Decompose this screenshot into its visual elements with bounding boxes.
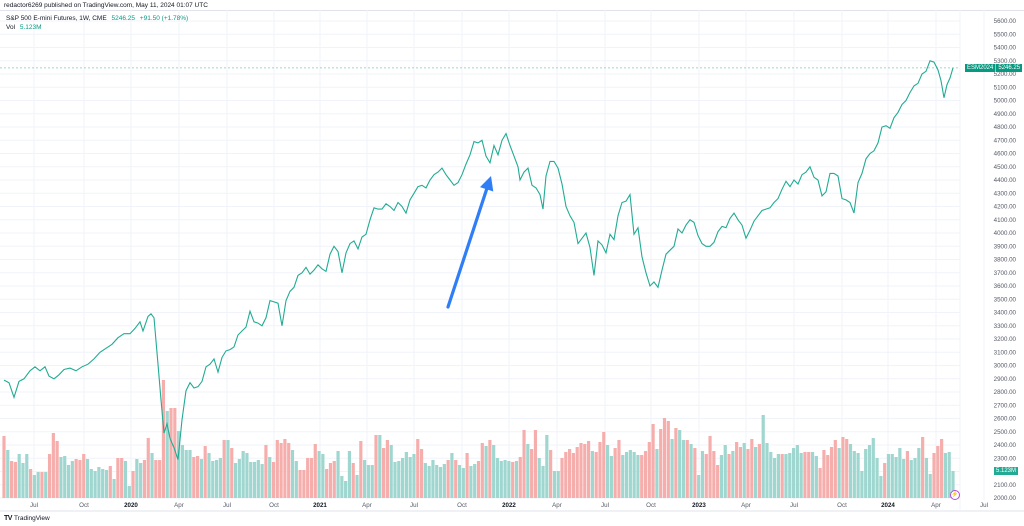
svg-text:3500.00: 3500.00 (994, 296, 1017, 303)
svg-text:2500.00: 2500.00 (994, 429, 1017, 436)
legend-symbol-row: S&P 500 E-mini Futures, 1W, CME 5246.25 … (6, 14, 188, 23)
volume-tag: 5.123M (994, 467, 1019, 475)
chart-legend: S&P 500 E-mini Futures, 1W, CME 5246.25 … (6, 14, 188, 32)
svg-text:5600.00: 5600.00 (994, 18, 1017, 25)
svg-text:5300.00: 5300.00 (994, 58, 1017, 65)
svg-text:5400.00: 5400.00 (994, 45, 1017, 52)
svg-text:3600.00: 3600.00 (994, 283, 1017, 290)
lightning-icon[interactable]: ⚡ (950, 490, 960, 500)
svg-text:2900.00: 2900.00 (994, 376, 1017, 383)
svg-text:4400.00: 4400.00 (994, 177, 1017, 184)
svg-text:4000.00: 4000.00 (994, 230, 1017, 237)
svg-text:Apr: Apr (552, 502, 562, 509)
symbol-title[interactable]: S&P 500 E-mini Futures, 1W, CME (6, 15, 107, 22)
svg-text:3100.00: 3100.00 (994, 349, 1017, 356)
svg-text:2023: 2023 (692, 502, 706, 509)
volume-bars (2, 380, 955, 498)
svg-text:4100.00: 4100.00 (994, 217, 1017, 224)
svg-text:2021: 2021 (313, 502, 327, 509)
svg-text:4700.00: 4700.00 (994, 137, 1017, 144)
svg-text:Oct: Oct (457, 502, 467, 509)
price-axis[interactable]: 2000.002100.002200.002300.002400.002500.… (994, 18, 1017, 502)
svg-text:5500.00: 5500.00 (994, 31, 1017, 38)
tradingview-logo[interactable]: TV TradingView (4, 515, 50, 522)
svg-text:3000.00: 3000.00 (994, 363, 1017, 370)
price-tag-value: 5246.25 (995, 64, 1022, 72)
svg-text:5000.00: 5000.00 (994, 98, 1017, 105)
last-price-tag: ESM2024 5246.25 (965, 64, 1023, 72)
svg-text:3300.00: 3300.00 (994, 323, 1017, 330)
svg-text:4600.00: 4600.00 (994, 151, 1017, 158)
svg-text:Apr: Apr (931, 502, 941, 509)
svg-text:4800.00: 4800.00 (994, 124, 1017, 131)
svg-text:2300.00: 2300.00 (994, 455, 1017, 462)
arrow-annotation[interactable] (446, 176, 494, 309)
legend-volume-row: Vol 5.123M (6, 23, 188, 32)
svg-text:3400.00: 3400.00 (994, 310, 1017, 317)
svg-text:2100.00: 2100.00 (994, 482, 1017, 489)
svg-text:3200.00: 3200.00 (994, 336, 1017, 343)
svg-text:Jul: Jul (410, 502, 418, 509)
svg-text:Jul: Jul (223, 502, 231, 509)
svg-text:Oct: Oct (269, 502, 279, 509)
svg-text:2000.00: 2000.00 (994, 495, 1017, 502)
svg-text:4900.00: 4900.00 (994, 111, 1017, 118)
price-line (3, 60, 954, 460)
svg-text:Oct: Oct (837, 502, 847, 509)
price-tag-ticker: ESM2024 (967, 65, 994, 71)
svg-text:3800.00: 3800.00 (994, 257, 1017, 264)
svg-text:4500.00: 4500.00 (994, 164, 1017, 171)
svg-text:2022: 2022 (502, 502, 516, 509)
svg-text:5200.00: 5200.00 (994, 71, 1017, 78)
tv-brand-text: TradingView (13, 515, 50, 522)
svg-text:2020: 2020 (124, 502, 138, 509)
svg-text:5100.00: 5100.00 (994, 84, 1017, 91)
svg-text:Apr: Apr (362, 502, 372, 509)
grid-lines (0, 10, 985, 500)
svg-text:3700.00: 3700.00 (994, 270, 1017, 277)
tv-logo-icon: TV (4, 515, 12, 522)
svg-text:Jul: Jul (790, 502, 798, 509)
svg-text:4300.00: 4300.00 (994, 190, 1017, 197)
svg-text:Jul: Jul (980, 502, 988, 509)
volume-label[interactable]: Vol (6, 24, 16, 31)
svg-text:4200.00: 4200.00 (994, 204, 1017, 211)
svg-text:2700.00: 2700.00 (994, 402, 1017, 409)
price-change: +91.50 (+1.78%) (139, 15, 189, 22)
time-axis[interactable]: Jul Oct 2020 Apr Jul Oct 2021 Apr Jul Oct 2022 Apr J… (30, 502, 988, 509)
svg-text:2024: 2024 (881, 502, 895, 509)
published-caption: redactor6269 published on TradingView.co… (4, 2, 208, 9)
last-price: 5246.25 (111, 15, 135, 22)
svg-text:2600.00: 2600.00 (994, 416, 1017, 423)
chart-frame (0, 10, 1024, 501)
svg-text:Jul: Jul (30, 502, 38, 509)
svg-text:Jul: Jul (601, 502, 609, 509)
svg-text:Oct: Oct (646, 502, 656, 509)
svg-text:2800.00: 2800.00 (994, 389, 1017, 396)
svg-text:Apr: Apr (174, 502, 184, 509)
svg-text:Apr: Apr (741, 502, 751, 509)
svg-text:3900.00: 3900.00 (994, 243, 1017, 250)
svg-text:2400.00: 2400.00 (994, 442, 1017, 449)
volume-value: 5.123M (19, 24, 42, 31)
svg-text:Oct: Oct (79, 502, 89, 509)
